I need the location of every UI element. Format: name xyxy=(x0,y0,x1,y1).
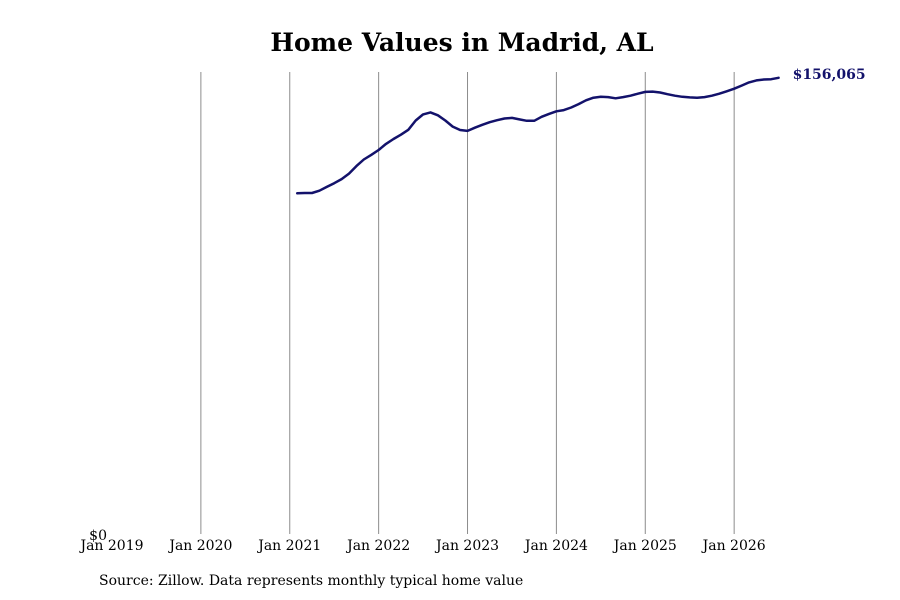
x-tick-label: Jan 2021 xyxy=(256,538,321,554)
end-value-label: $156,065 xyxy=(793,67,866,83)
x-tick-label: Jan 2020 xyxy=(167,538,232,554)
series-line xyxy=(295,76,780,195)
x-tick-label: Jan 2025 xyxy=(612,538,677,554)
x-tick-label: Jan 2026 xyxy=(701,538,766,554)
y-tick-label: $0 xyxy=(89,528,107,544)
gridlines xyxy=(200,72,735,534)
end-label-layer: $156,065 xyxy=(793,67,866,83)
chart-title: Home Values in Madrid, AL xyxy=(270,28,654,57)
y-tick-labels: $0 xyxy=(89,528,107,544)
x-tick-label: Jan 2024 xyxy=(523,538,588,554)
x-tick-label: Jan 2023 xyxy=(434,538,499,554)
x-tick-labels: Jan 2019 Jan 2020 Jan 2021 Jan 2022 Jan 2023… xyxy=(78,538,765,554)
x-tick-label: Jan 2022 xyxy=(345,538,410,554)
series-layer xyxy=(295,76,780,195)
x-tick-label: Jan 2019 xyxy=(78,538,143,554)
source-note: Source: Zillow. Data represents monthly … xyxy=(99,573,524,589)
